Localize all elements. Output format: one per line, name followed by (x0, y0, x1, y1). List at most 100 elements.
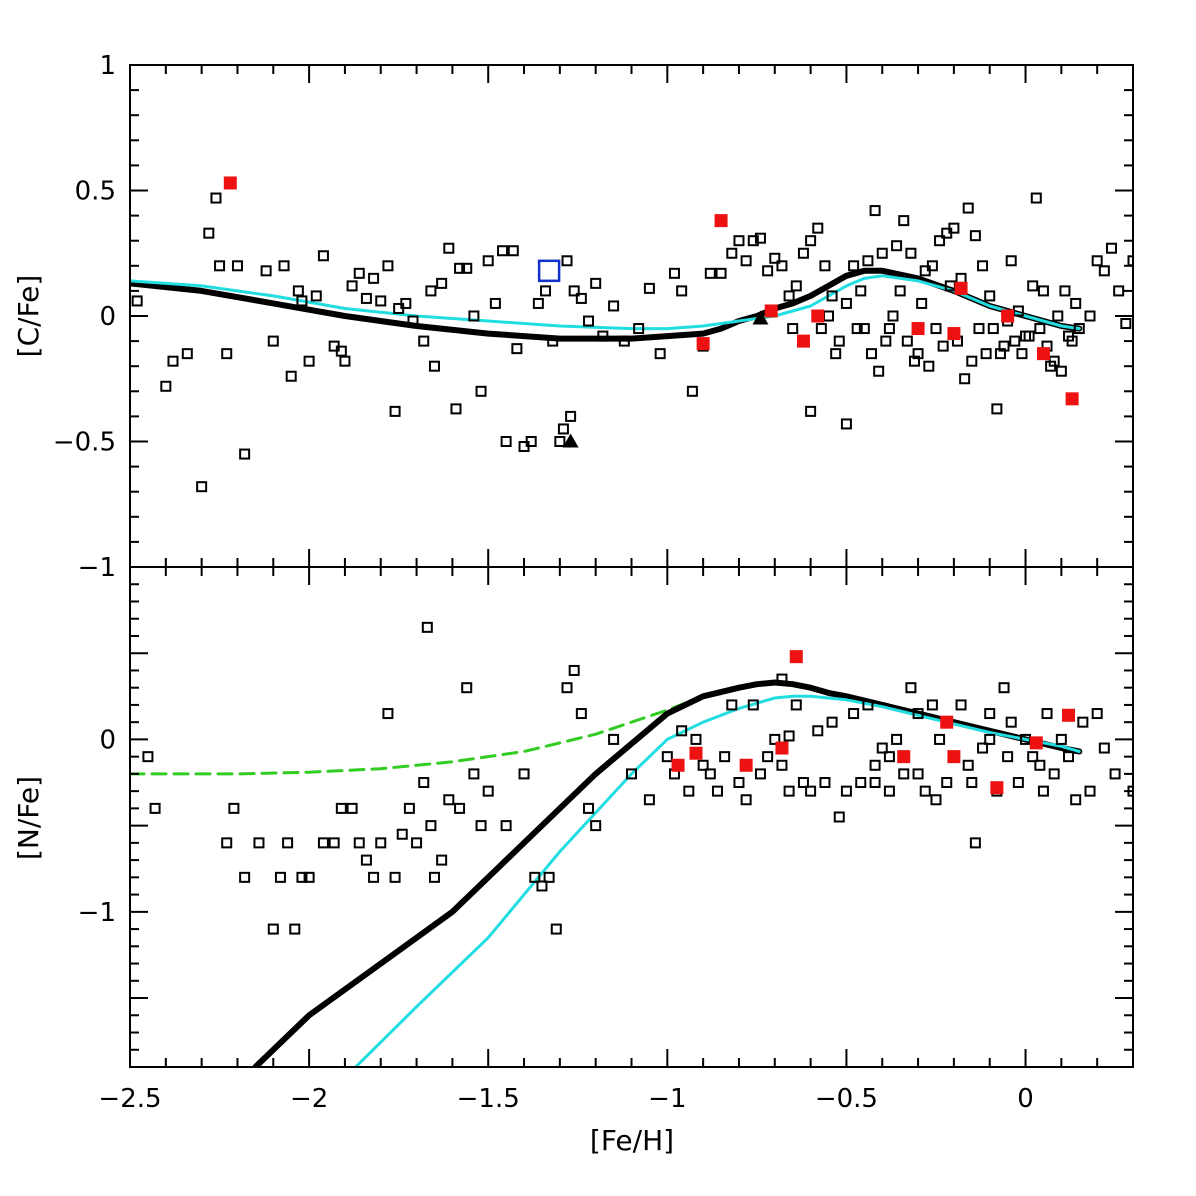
field-star-point (282, 837, 294, 849)
field-star-point (962, 202, 974, 214)
field-star-point (231, 260, 243, 272)
carbon-panel: [C/Fe] −1 −0.5 0 0.5 1 (12, 51, 1134, 583)
y-tick-label: 0 (99, 302, 116, 332)
field-star-point (926, 260, 938, 272)
field-star-point (901, 335, 913, 347)
field-star-point (568, 285, 580, 297)
field-star-point (532, 297, 544, 309)
field-star-point (221, 348, 233, 360)
field-star-point (869, 777, 881, 789)
field-star-point (454, 262, 466, 274)
field-star-point (468, 310, 480, 322)
y-tick-label: −1 (78, 553, 116, 583)
field-star-point (740, 794, 752, 806)
field-star-point (507, 245, 519, 257)
field-star-point (1023, 330, 1035, 342)
field-star-point (851, 323, 863, 335)
field-star-point (142, 751, 154, 763)
field-star-point (912, 768, 924, 780)
field-star-point (984, 708, 996, 720)
field-star-point (1048, 355, 1060, 367)
field-star-point (253, 837, 265, 849)
field-star-point (977, 260, 989, 272)
field-star-point (848, 260, 860, 272)
field-star-point (482, 255, 494, 267)
model-curve-green-dashed (130, 681, 1081, 776)
field-star-point (346, 280, 358, 292)
field-star-point (310, 290, 322, 302)
field-star-point (375, 295, 387, 307)
field-star-point (905, 247, 917, 259)
field-star-point (937, 340, 949, 352)
field-star-point (819, 260, 831, 272)
field-star-point (450, 403, 462, 415)
field-star-point (540, 285, 552, 297)
red-filled-square-point (789, 650, 803, 664)
field-star-point (482, 785, 494, 797)
field-star-point (823, 310, 835, 322)
field-star-point (984, 290, 996, 302)
field-star-point (740, 255, 752, 267)
field-star-point (1127, 255, 1133, 267)
field-star-point (962, 759, 974, 771)
blue-open-square-point (537, 259, 561, 283)
field-star-point (1084, 310, 1096, 322)
red-filled-square-point (1036, 347, 1050, 361)
field-star-point (436, 854, 448, 866)
field-star-point (1030, 192, 1042, 204)
field-star-point (830, 348, 842, 360)
field-star-point (475, 385, 487, 397)
field-star-point (930, 794, 942, 806)
field-star-point (421, 621, 433, 633)
field-star-point (328, 837, 340, 849)
field-star-point (1098, 265, 1110, 277)
field-star-point (565, 410, 577, 422)
red-filled-square-point (990, 781, 1004, 795)
red-filled-square-point (947, 750, 961, 764)
field-star-point (1027, 280, 1039, 292)
field-star-point (317, 250, 329, 262)
field-star-point (267, 923, 279, 935)
field-star-point (525, 436, 537, 447)
field-star-point (926, 699, 938, 711)
field-star-point (353, 837, 365, 849)
field-star-point (590, 277, 602, 289)
field-star-point (1091, 255, 1103, 267)
field-star-point (214, 260, 226, 272)
field-star-point (1070, 297, 1082, 309)
plot-area (130, 621, 1133, 1067)
field-star-point (912, 708, 924, 720)
red-filled-square-point (1065, 392, 1079, 406)
field-star-point (676, 285, 688, 297)
field-star-point (1077, 716, 1089, 728)
field-star-point (1063, 330, 1075, 342)
field-star-point (969, 230, 981, 242)
field-star-point (891, 733, 903, 745)
field-star-point (428, 360, 440, 372)
field-star-point (876, 247, 888, 259)
field-star-point (536, 880, 548, 892)
field-star-point (934, 733, 946, 745)
field-star-point (543, 871, 555, 883)
red-filled-square-point (897, 750, 911, 764)
field-star-point (805, 785, 817, 797)
field-star-point (335, 802, 347, 814)
field-star-point (436, 277, 448, 289)
field-star-point (1106, 242, 1118, 254)
field-star-point (181, 348, 193, 360)
field-star-point (260, 265, 272, 277)
x-tick-label: −2 (290, 1084, 328, 1114)
field-star-point (497, 245, 509, 257)
red-filled-square-point (696, 337, 710, 351)
field-star-point (959, 373, 971, 385)
field-star-point (1037, 285, 1049, 297)
field-star-point (733, 235, 745, 247)
field-star-point (360, 854, 372, 866)
field-star-point (776, 759, 788, 771)
red-filled-square-point (954, 281, 968, 295)
triangle-point (752, 310, 769, 325)
field-star-point (360, 292, 372, 304)
field-star-point (557, 423, 569, 435)
field-star-point (643, 794, 655, 806)
